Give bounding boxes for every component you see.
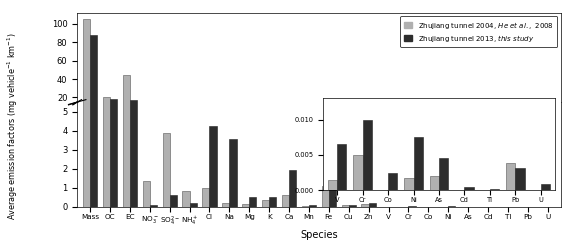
Bar — [229, 113, 237, 116]
Bar — [490, 189, 499, 190]
Bar — [182, 115, 189, 116]
Bar — [506, 163, 515, 190]
Bar — [515, 168, 525, 190]
Bar — [329, 112, 336, 116]
Bar — [189, 203, 197, 207]
Bar — [202, 188, 209, 207]
X-axis label: Species: Species — [300, 230, 337, 240]
Bar — [414, 137, 423, 190]
Bar — [162, 112, 170, 116]
Bar — [202, 115, 209, 116]
Bar — [541, 184, 550, 190]
Bar — [223, 203, 229, 207]
Bar — [309, 205, 316, 207]
Bar — [150, 205, 157, 207]
Bar — [249, 115, 256, 116]
Bar — [439, 159, 448, 190]
Bar — [103, 0, 110, 207]
Bar — [362, 204, 368, 207]
Bar — [404, 177, 414, 190]
Bar — [170, 195, 177, 207]
Bar — [83, 0, 90, 207]
Bar — [123, 75, 130, 116]
Bar — [209, 126, 217, 207]
Bar — [282, 195, 289, 207]
Bar — [269, 197, 276, 207]
Bar — [123, 0, 130, 207]
Bar — [170, 115, 177, 116]
Bar — [142, 181, 150, 207]
Bar — [430, 176, 439, 190]
Bar — [349, 205, 356, 207]
Bar — [130, 100, 137, 116]
Legend: Zhujiang tunnel 2004, $\it{He\ et\ al.,\ 2008}$, Zhujiang tunnel 2013, $\it{this: Zhujiang tunnel 2004, $\it{He\ et\ al.,\… — [400, 16, 557, 47]
Bar — [464, 187, 474, 190]
Bar — [368, 203, 376, 207]
Bar — [289, 114, 296, 116]
Bar — [110, 0, 117, 207]
Bar — [182, 192, 189, 207]
Bar — [337, 144, 346, 190]
Bar — [242, 204, 249, 207]
Bar — [209, 112, 217, 116]
Bar — [103, 97, 110, 116]
Bar — [83, 19, 90, 116]
Bar — [249, 197, 256, 207]
Bar — [363, 119, 372, 190]
Bar — [328, 180, 337, 190]
Bar — [282, 115, 289, 116]
Bar — [90, 0, 97, 207]
Bar — [329, 132, 336, 207]
Bar — [90, 35, 97, 116]
Bar — [353, 155, 363, 190]
Bar — [302, 206, 309, 207]
Bar — [321, 186, 329, 207]
Bar — [142, 115, 150, 116]
Bar — [289, 170, 296, 207]
Text: Average emission factors (mg vehicle$^{-1}$ km$^{-1}$): Average emission factors (mg vehicle$^{-… — [5, 32, 20, 220]
Bar — [162, 134, 170, 207]
Bar — [388, 173, 398, 190]
Bar — [321, 115, 329, 116]
Bar — [130, 0, 137, 207]
Bar — [229, 139, 237, 207]
Bar — [262, 200, 269, 207]
Bar — [269, 115, 276, 116]
Bar — [341, 205, 349, 207]
Bar — [110, 99, 117, 116]
